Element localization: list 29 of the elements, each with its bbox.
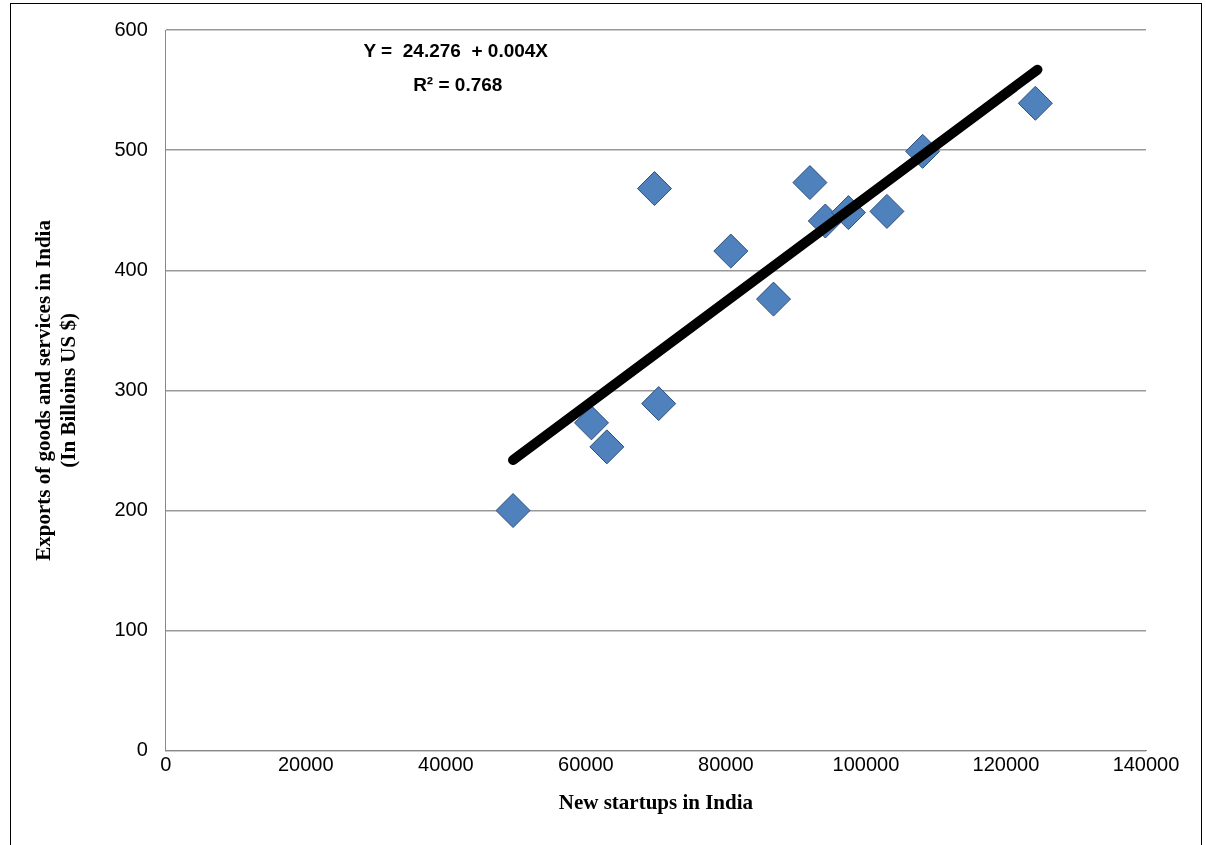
point: [636, 171, 672, 207]
annotation: Y = 24.276 + 0.004X: [363, 40, 549, 62]
x-tick-label: 40000: [418, 753, 474, 776]
point: [792, 165, 828, 201]
x-axis-title: New startups in India: [558, 789, 754, 814]
x-tick-label: 120000: [972, 753, 1040, 776]
y-axis-title: Exports of goods and services in India (In Billoins US $): [31, 219, 81, 561]
point: [641, 386, 677, 422]
annotation: R² = 0.768: [413, 74, 503, 96]
y-tick-label: 0: [136, 738, 148, 761]
y-tick-label: 600: [114, 17, 148, 40]
y-tick-label: 200: [114, 498, 148, 521]
point: [713, 233, 749, 269]
point: [573, 405, 609, 441]
x-tick-label: 0: [160, 753, 172, 776]
point: [589, 429, 625, 465]
y-tick-label: 400: [114, 257, 148, 280]
point: [756, 281, 792, 317]
y-tick-label: 100: [114, 618, 148, 641]
x-tick-label: 100000: [832, 753, 900, 776]
x-tick-label: 80000: [698, 753, 754, 776]
x-tick-label: 60000: [558, 753, 614, 776]
point: [495, 493, 531, 529]
x-tick-label: 20000: [277, 753, 334, 776]
point: [869, 193, 905, 229]
point: [1017, 85, 1053, 121]
y-tick-label: 300: [114, 377, 148, 400]
x-tick-label: 140000: [1112, 753, 1180, 776]
y-tick-label: 500: [114, 137, 148, 160]
